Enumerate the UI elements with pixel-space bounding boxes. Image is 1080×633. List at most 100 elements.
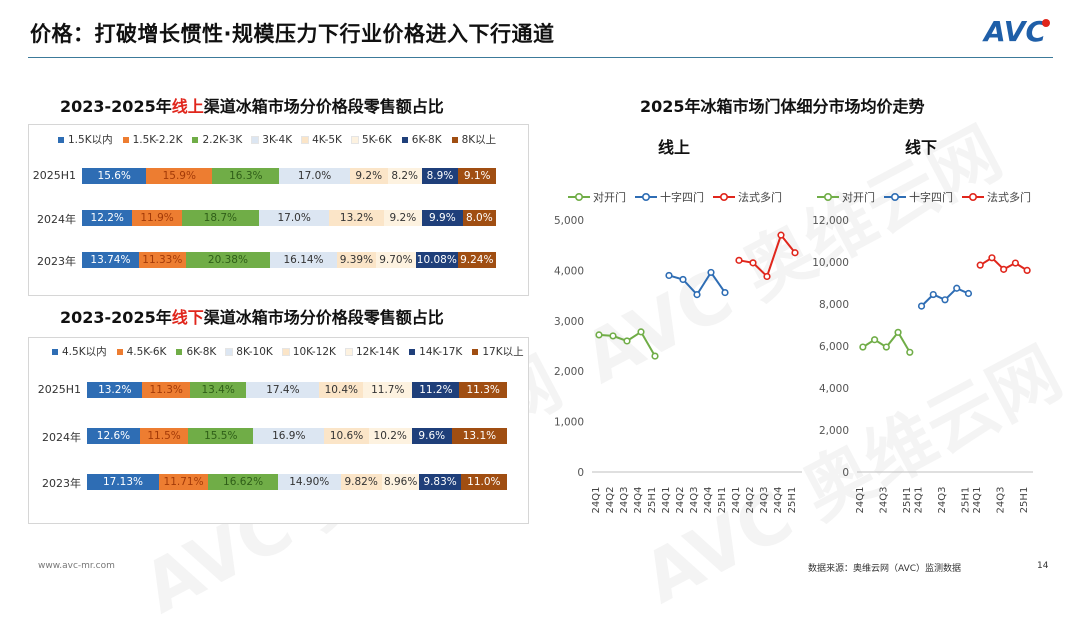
bar-segment: 9.2% — [349, 168, 388, 184]
bar-segment: 17.0% — [258, 210, 330, 226]
data-point — [651, 352, 659, 360]
x-tick-label: 24Q4 — [703, 487, 714, 514]
legend-swatch — [251, 135, 260, 144]
data-point — [609, 332, 617, 340]
online-line-subtitle: 线上 — [658, 138, 691, 157]
x-tick-label: 24Q2 — [675, 487, 686, 514]
legend-item: 4.5K-6K — [116, 344, 167, 359]
category-label: 2024年 — [37, 213, 76, 226]
data-point — [749, 259, 757, 267]
y-tick-label: 6,000 — [819, 341, 849, 353]
data-point — [870, 336, 879, 344]
legend-swatch — [58, 136, 64, 143]
legend-item: 2.2K-3K — [192, 132, 242, 147]
legend-swatch — [409, 348, 416, 355]
bar-segment: 11.3% — [459, 382, 507, 398]
legend-marker — [642, 193, 651, 202]
bar-segment: 10.4% — [319, 382, 364, 398]
online-chart-title: 2023-2025年线上渠道冰箱市场分价格段零售额占比 — [60, 97, 444, 116]
data-point — [906, 348, 914, 356]
legend-item: 14K-17K — [409, 344, 462, 359]
x-tick-label: 25H1 — [647, 487, 658, 514]
bar-segment: 9.2% — [383, 210, 422, 226]
bar-segment: 18.7% — [181, 210, 259, 226]
data-point — [595, 331, 603, 339]
y-tick-label: 1,000 — [554, 417, 584, 429]
data-point — [721, 288, 729, 297]
bar-segment: 16.3% — [212, 168, 280, 184]
legend-swatch — [350, 135, 359, 144]
legend-label: 5K-6K — [361, 133, 392, 146]
footer-source: 数据来源：奥维云网（AVC）监测数据 — [808, 564, 962, 574]
offline-line-chart: 对开门 十字四门 法式多门 0 2,000 4,000 6,000 8,000 10,000 12… — [812, 190, 1033, 514]
legend-item: 1.5K以内 — [58, 132, 113, 147]
stacked-bar: 15.6% 15.9% 16.3% 17.0% 9.2% 8.2% 8.9% 9.1% — [82, 168, 496, 184]
stacked-bar: 12.6% 11.5% 15.5% 16.9% 10.6% 10.2% 9.6% 13.1% — [87, 428, 507, 444]
data-point — [964, 289, 973, 298]
legend-marker — [891, 193, 900, 202]
bar-segment: 9.39% — [336, 252, 376, 268]
data-point — [917, 302, 926, 310]
x-tick-label: 24Q3 — [996, 487, 1007, 514]
bar-segment: 11.2% — [412, 382, 460, 398]
y-tick-label: 0 — [577, 467, 584, 479]
x-tick-label: 24Q1 — [972, 487, 983, 514]
legend-swatch — [281, 347, 290, 356]
legend-swatch — [451, 136, 458, 143]
x-tick-label: 24Q3 — [759, 487, 770, 514]
legend-marker — [574, 193, 583, 202]
data-point — [665, 271, 673, 280]
x-tick-label: 25H1 — [787, 487, 798, 514]
legend-label: 对开门 — [593, 190, 626, 204]
y-tick-label: 4,000 — [554, 265, 584, 277]
legend-label: 6K-8K — [186, 345, 217, 358]
legend-label: 17K以上 — [482, 346, 524, 358]
bar-segment: 11.9% — [132, 210, 182, 226]
legend-label: 4.5K-6K — [126, 345, 167, 358]
legend-item: 12K-14K — [344, 344, 399, 359]
bar-segment: 12.2% — [82, 210, 133, 226]
legend-item: 8K-10K — [225, 344, 273, 359]
x-tick-label: 25H1 — [717, 487, 728, 514]
x-tick-label: 25H1 — [1019, 487, 1030, 514]
series-line — [738, 233, 796, 279]
bar-segment: 13.74% — [82, 252, 139, 268]
y-tick-label: 8,000 — [819, 299, 849, 311]
y-tick-label: 2,000 — [554, 366, 584, 378]
bar-segment: 13.4% — [189, 382, 247, 398]
bar-segment: 11.0% — [460, 474, 507, 490]
bar-segment: 9.1% — [458, 168, 496, 184]
legend-label: 十字四门 — [660, 190, 704, 204]
bar-segment: 20.38% — [185, 252, 271, 268]
legend-swatch — [401, 136, 408, 143]
page-number: 14 — [1037, 561, 1049, 571]
legend-label: 法式多门 — [738, 190, 782, 204]
data-point — [763, 272, 771, 281]
legend-swatch — [116, 348, 123, 355]
x-tick-label: 24Q4 — [633, 487, 644, 514]
legend-label: 对开门 — [842, 190, 875, 204]
y-tick-label: 0 — [842, 467, 849, 479]
legend-label: 3K-4K — [262, 133, 293, 146]
x-tick-label: 24Q1 — [914, 487, 925, 514]
legend-item: 5K-6K — [350, 132, 392, 147]
page-title: 价格：打破增长惯性·规模压力下行业价格进入下行通道 — [30, 22, 555, 46]
data-point — [929, 290, 937, 299]
legend-swatch — [176, 348, 183, 355]
legend-marker — [823, 193, 832, 202]
data-point — [859, 343, 867, 351]
legend-item: 8K以上 — [451, 132, 496, 147]
stacked-bar: 17.13% 11.71% 16.62% 14.90% 9.82% 8.96% 9.83% 1… — [87, 474, 507, 490]
bar-segment: 13.2% — [87, 382, 143, 398]
category-label: 2025H1 — [37, 383, 81, 396]
data-point — [735, 256, 743, 264]
x-tick-label: 24Q4 — [773, 487, 784, 514]
bar-segment: 11.33% — [138, 252, 186, 268]
legend-label: 8K-10K — [236, 345, 273, 358]
bar-segment: 16.62% — [208, 474, 278, 490]
data-point — [1000, 265, 1008, 273]
data-point — [637, 328, 645, 336]
data-point — [941, 296, 949, 304]
category-label: 2023年 — [37, 255, 76, 268]
data-point — [777, 231, 785, 239]
